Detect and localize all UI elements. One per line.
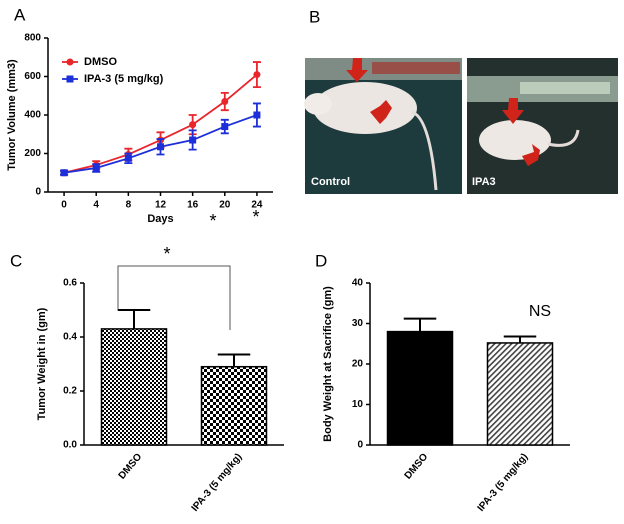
photo-control [304,58,462,194]
y-tick-label: 0 [357,440,363,451]
panel-label: B [309,7,320,26]
panel-label: D [315,251,327,270]
x-tick-label: 8 [126,200,132,211]
annotation: * [209,211,216,231]
point [92,164,100,172]
photo-panel: B Control IPA3 [304,7,618,194]
point [60,169,68,177]
x-tick-label: DMSO [403,451,431,481]
x-tick-label: 16 [187,200,199,211]
bar [386,330,454,446]
point [189,136,197,144]
x-tick-label: IPA-3 (5 mg/kg) [476,452,531,514]
y-tick-label: 200 [24,148,41,159]
point [157,143,164,151]
x-tick-label: 20 [219,200,231,211]
x-tick-label: 24 [251,200,263,211]
error-bar [503,335,537,343]
y-tick-label: 800 [24,33,41,44]
y-axis-label: Tumor Volume (mm3) [6,59,18,171]
y-tick-label: 600 [24,71,41,82]
y-tick-label: 10 [352,399,364,410]
legend-label: DMSO [84,56,117,68]
panel-label: C [10,251,22,270]
bar [486,342,554,446]
legend-label: IPA-3 (5 mg/kg) [84,73,164,85]
bar [100,328,168,446]
y-tick-label: 0.4 [63,332,77,343]
y-tick-label: 400 [24,110,41,121]
x-tick-label: 0 [61,200,67,211]
photo-label: IPA3 [472,176,496,188]
point [221,123,229,131]
y-axis-label: Tumor Weight in (gm) [36,307,48,420]
photo-label: Control [311,176,350,188]
legend-marker [66,75,74,83]
y-axis-label: Body Weight at Sacrifice (gm) [322,286,334,442]
y-tick-label: 0.6 [63,278,77,289]
y-tick-label: 40 [352,278,364,289]
point [253,71,261,79]
x-axis-label: Days [147,213,173,225]
point [221,98,229,106]
annotation: NS [529,303,551,320]
x-tick-label: IPA-3 (5 mg/kg) [190,452,245,514]
annotation: * [163,244,170,264]
y-tick-label: 30 [352,318,364,329]
y-tick-label: 0.2 [63,386,77,397]
y-tick-label: 0.0 [63,440,77,451]
point [124,154,132,162]
error-bar [117,309,151,329]
significance-bracket [117,265,231,330]
y-tick-label: 20 [352,359,364,370]
bar [200,365,268,446]
error-bar [217,353,251,367]
photo-ipa3 [467,58,618,194]
x-tick-label: 4 [93,200,99,211]
annotation: * [252,207,259,227]
point [253,111,261,119]
panel-label: A [14,5,26,24]
x-tick-label: DMSO [117,451,145,481]
point [189,121,197,129]
x-tick-label: 12 [155,200,167,211]
y-tick-label: 0 [35,187,41,198]
error-bar [403,317,437,332]
legend-marker [66,58,74,66]
